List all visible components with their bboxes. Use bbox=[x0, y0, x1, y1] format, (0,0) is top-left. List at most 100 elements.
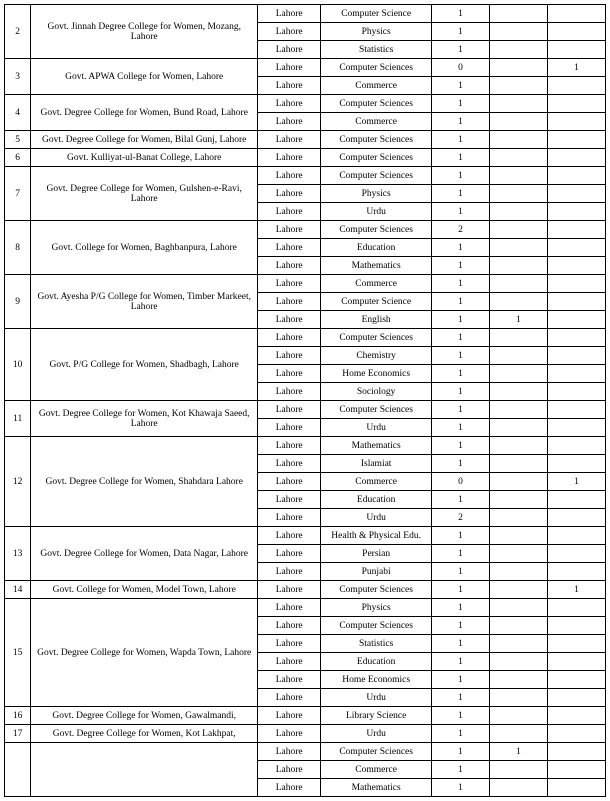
count-cell-1: 1 bbox=[432, 545, 490, 563]
count-cell-2 bbox=[489, 563, 547, 581]
table-row: 6Govt. Kulliyat-ul-Banat College, Lahore… bbox=[5, 149, 606, 167]
district-cell: Lahore bbox=[258, 347, 321, 365]
count-cell-2 bbox=[489, 5, 547, 23]
district-cell: Lahore bbox=[258, 725, 321, 743]
subject-cell: Commerce bbox=[321, 77, 432, 95]
count-cell-1: 1 bbox=[432, 401, 490, 419]
count-cell-2 bbox=[489, 347, 547, 365]
count-cell-2 bbox=[489, 185, 547, 203]
subject-cell: Physics bbox=[321, 599, 432, 617]
count-cell-1: 1 bbox=[432, 185, 490, 203]
subject-cell: Education bbox=[321, 653, 432, 671]
district-cell: Lahore bbox=[258, 419, 321, 437]
subject-cell: Computer Sciences bbox=[321, 59, 432, 77]
count-cell-1: 0 bbox=[432, 59, 490, 77]
count-cell-3 bbox=[547, 491, 605, 509]
subject-cell: Computer Sciences bbox=[321, 167, 432, 185]
subject-cell: English bbox=[321, 311, 432, 329]
table-row: 8Govt. College for Women, Baghbanpura, L… bbox=[5, 221, 606, 239]
sr-cell: 4 bbox=[5, 95, 31, 131]
count-cell-1: 2 bbox=[432, 509, 490, 527]
sr-cell: 3 bbox=[5, 59, 31, 95]
count-cell-2 bbox=[489, 419, 547, 437]
college-name-cell: Govt. Degree College for Women, Gawalman… bbox=[31, 707, 258, 725]
count-cell-3 bbox=[547, 707, 605, 725]
table-row: 14Govt. College for Women, Model Town, L… bbox=[5, 581, 606, 599]
college-name-cell: Govt. Degree College for Women, Data Nag… bbox=[31, 527, 258, 581]
sr-cell: 17 bbox=[5, 725, 31, 743]
subject-cell: Urdu bbox=[321, 725, 432, 743]
sr-cell: 10 bbox=[5, 329, 31, 401]
count-cell-3 bbox=[547, 779, 605, 797]
sr-cell: 11 bbox=[5, 401, 31, 437]
subject-cell: Computer Sciences bbox=[321, 329, 432, 347]
college-name-cell: Govt. Degree College for Women, Gulshen-… bbox=[31, 167, 258, 221]
sr-cell bbox=[5, 743, 31, 797]
subject-cell: Computer Sciences bbox=[321, 131, 432, 149]
count-cell-3 bbox=[547, 617, 605, 635]
count-cell-1: 1 bbox=[432, 563, 490, 581]
count-cell-3 bbox=[547, 725, 605, 743]
count-cell-2: 1 bbox=[489, 311, 547, 329]
sr-cell: 6 bbox=[5, 149, 31, 167]
count-cell-2 bbox=[489, 437, 547, 455]
count-cell-1: 0 bbox=[432, 473, 490, 491]
count-cell-2 bbox=[489, 509, 547, 527]
district-cell: Lahore bbox=[258, 239, 321, 257]
count-cell-3 bbox=[547, 437, 605, 455]
count-cell-1: 1 bbox=[432, 311, 490, 329]
district-cell: Lahore bbox=[258, 509, 321, 527]
table-row: 9Govt. Ayesha P/G College for Women, Tim… bbox=[5, 275, 606, 293]
district-cell: Lahore bbox=[258, 275, 321, 293]
table-body: 2Govt. Jinnah Degree College for Women, … bbox=[5, 5, 606, 797]
district-cell: Lahore bbox=[258, 167, 321, 185]
count-cell-3 bbox=[547, 149, 605, 167]
count-cell-3: 1 bbox=[547, 59, 605, 77]
count-cell-3 bbox=[547, 239, 605, 257]
count-cell-2 bbox=[489, 527, 547, 545]
sr-cell: 5 bbox=[5, 131, 31, 149]
subject-cell: Computer Sciences bbox=[321, 581, 432, 599]
table-row: 11Govt. Degree College for Women, Kot Kh… bbox=[5, 401, 606, 419]
district-cell: Lahore bbox=[258, 23, 321, 41]
district-cell: Lahore bbox=[258, 581, 321, 599]
subject-cell: Mathematics bbox=[321, 257, 432, 275]
count-cell-2: 1 bbox=[489, 743, 547, 761]
subject-cell: Commerce bbox=[321, 473, 432, 491]
college-name-cell: Govt. College for Women, Model Town, Lah… bbox=[31, 581, 258, 599]
table-row: 17Govt. Degree College for Women, Kot La… bbox=[5, 725, 606, 743]
count-cell-2 bbox=[489, 545, 547, 563]
count-cell-2 bbox=[489, 383, 547, 401]
subject-cell: Statistics bbox=[321, 41, 432, 59]
subject-cell: Punjabi bbox=[321, 563, 432, 581]
count-cell-2 bbox=[489, 455, 547, 473]
count-cell-3 bbox=[547, 689, 605, 707]
district-cell: Lahore bbox=[258, 491, 321, 509]
subject-cell: Computer Sciences bbox=[321, 401, 432, 419]
college-name-cell: Govt. Degree College for Women, Wapda To… bbox=[31, 599, 258, 707]
count-cell-3 bbox=[547, 599, 605, 617]
count-cell-1: 1 bbox=[432, 293, 490, 311]
count-cell-2 bbox=[489, 77, 547, 95]
sr-cell: 9 bbox=[5, 275, 31, 329]
count-cell-1: 1 bbox=[432, 131, 490, 149]
district-cell: Lahore bbox=[258, 473, 321, 491]
count-cell-2 bbox=[489, 617, 547, 635]
count-cell-1: 1 bbox=[432, 527, 490, 545]
district-cell: Lahore bbox=[258, 563, 321, 581]
sr-cell: 7 bbox=[5, 167, 31, 221]
count-cell-3 bbox=[547, 455, 605, 473]
subject-cell: Education bbox=[321, 239, 432, 257]
count-cell-3 bbox=[547, 131, 605, 149]
district-cell: Lahore bbox=[258, 5, 321, 23]
count-cell-3: 1 bbox=[547, 581, 605, 599]
subject-cell: Computer Science bbox=[321, 5, 432, 23]
count-cell-2 bbox=[489, 257, 547, 275]
count-cell-1: 1 bbox=[432, 635, 490, 653]
count-cell-3 bbox=[547, 761, 605, 779]
count-cell-3 bbox=[547, 365, 605, 383]
count-cell-3 bbox=[547, 5, 605, 23]
count-cell-1: 1 bbox=[432, 275, 490, 293]
college-name-cell: Govt. Degree College for Women, Bilal Gu… bbox=[31, 131, 258, 149]
count-cell-1: 1 bbox=[432, 41, 490, 59]
